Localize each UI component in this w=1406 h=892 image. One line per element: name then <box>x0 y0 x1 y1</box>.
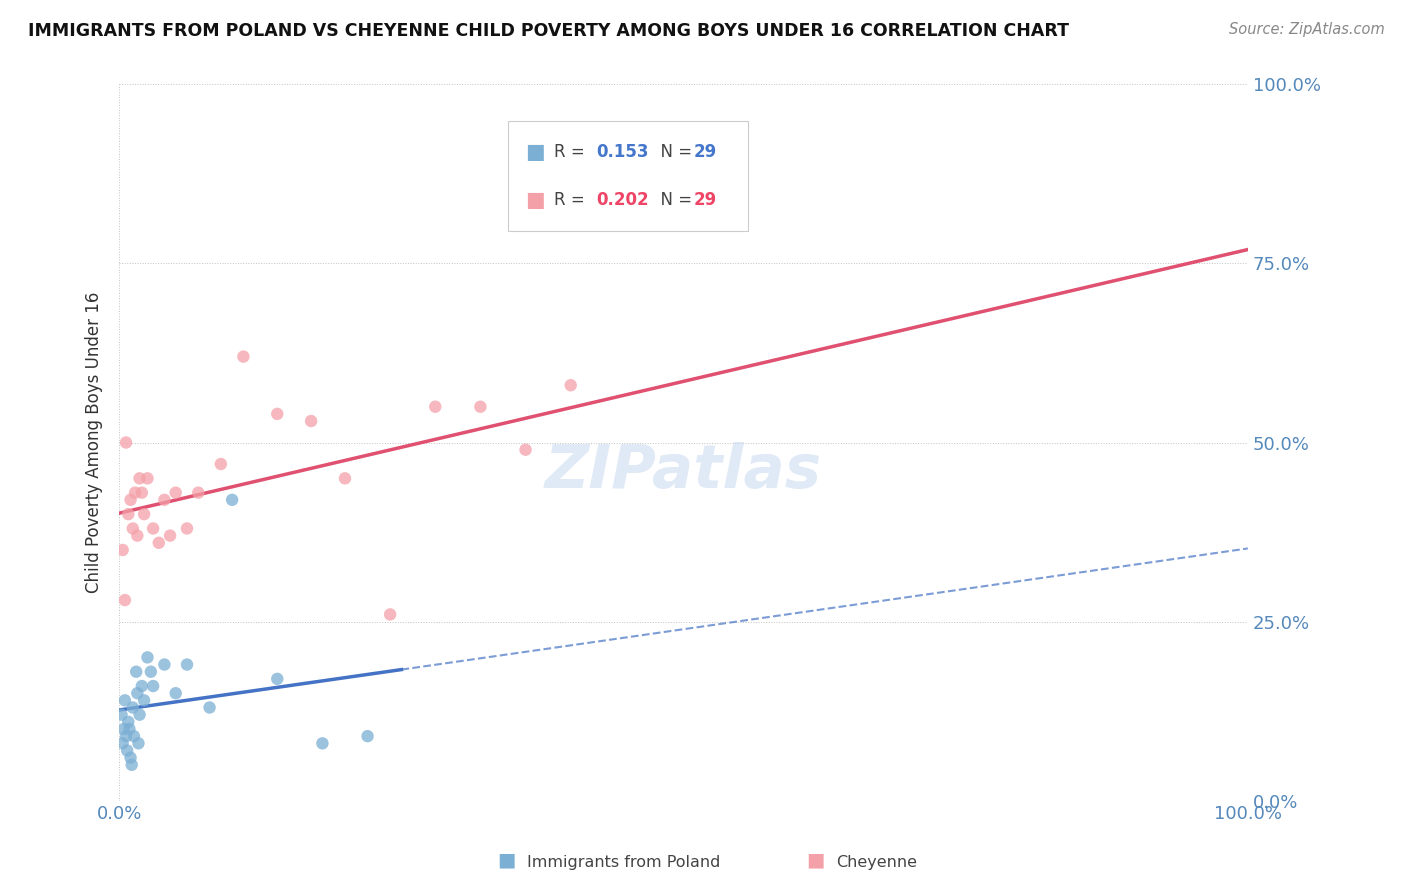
Point <box>139 665 162 679</box>
Text: R =: R = <box>554 191 591 209</box>
Text: N =: N = <box>650 191 697 209</box>
Point <box>114 693 136 707</box>
Text: ■: ■ <box>806 851 825 870</box>
Text: ■: ■ <box>524 190 544 210</box>
Point <box>136 650 159 665</box>
Point <box>221 492 243 507</box>
Point <box>176 657 198 672</box>
Text: 0.202: 0.202 <box>596 191 650 209</box>
Point <box>148 536 170 550</box>
Point <box>378 607 401 622</box>
Point <box>114 593 136 607</box>
Point <box>117 507 139 521</box>
Point <box>142 521 165 535</box>
Point <box>266 672 288 686</box>
Point <box>187 485 209 500</box>
Point <box>165 485 187 500</box>
Point <box>515 442 537 457</box>
Point <box>560 378 582 392</box>
Point <box>142 679 165 693</box>
Text: ■: ■ <box>524 142 544 161</box>
Point <box>121 700 143 714</box>
Point <box>232 350 254 364</box>
Point <box>128 707 150 722</box>
Point <box>124 485 146 500</box>
Text: Cheyenne: Cheyenne <box>837 855 918 870</box>
Point <box>127 528 149 542</box>
Point <box>311 736 333 750</box>
Point <box>198 700 221 714</box>
Text: 29: 29 <box>693 191 717 209</box>
Point <box>132 507 155 521</box>
Point <box>153 657 176 672</box>
Point <box>159 528 181 542</box>
Point <box>356 729 378 743</box>
Point <box>131 679 153 693</box>
Point <box>165 686 187 700</box>
Y-axis label: Child Poverty Among Boys Under 16: Child Poverty Among Boys Under 16 <box>86 292 103 593</box>
Text: ZIPatlas: ZIPatlas <box>546 442 823 500</box>
Point <box>118 722 141 736</box>
Point <box>112 722 135 736</box>
Point <box>115 729 138 743</box>
Point <box>176 521 198 535</box>
Point <box>117 714 139 729</box>
Text: Immigrants from Poland: Immigrants from Poland <box>527 855 721 870</box>
Point <box>266 407 288 421</box>
Point <box>115 435 138 450</box>
Point <box>136 471 159 485</box>
Point <box>131 485 153 500</box>
Point <box>121 521 143 535</box>
Point <box>121 757 143 772</box>
Point <box>122 729 145 743</box>
Point <box>127 736 149 750</box>
Point <box>425 400 447 414</box>
Point <box>128 471 150 485</box>
Point <box>111 543 134 558</box>
Text: IMMIGRANTS FROM POLAND VS CHEYENNE CHILD POVERTY AMONG BOYS UNDER 16 CORRELATION: IMMIGRANTS FROM POLAND VS CHEYENNE CHILD… <box>28 22 1069 40</box>
Point <box>132 693 155 707</box>
Point <box>209 457 232 471</box>
Text: 29: 29 <box>693 143 717 161</box>
Point <box>127 686 149 700</box>
Point <box>120 492 142 507</box>
Point <box>115 743 138 757</box>
Point <box>125 665 148 679</box>
Point <box>153 492 176 507</box>
Point <box>299 414 322 428</box>
Text: Source: ZipAtlas.com: Source: ZipAtlas.com <box>1229 22 1385 37</box>
Point <box>111 736 134 750</box>
Point <box>120 750 142 764</box>
Text: 0.153: 0.153 <box>596 143 650 161</box>
Text: N =: N = <box>650 143 697 161</box>
Point <box>333 471 356 485</box>
Point <box>110 707 132 722</box>
Point <box>470 400 492 414</box>
Text: R =: R = <box>554 143 591 161</box>
Text: ■: ■ <box>496 851 516 870</box>
